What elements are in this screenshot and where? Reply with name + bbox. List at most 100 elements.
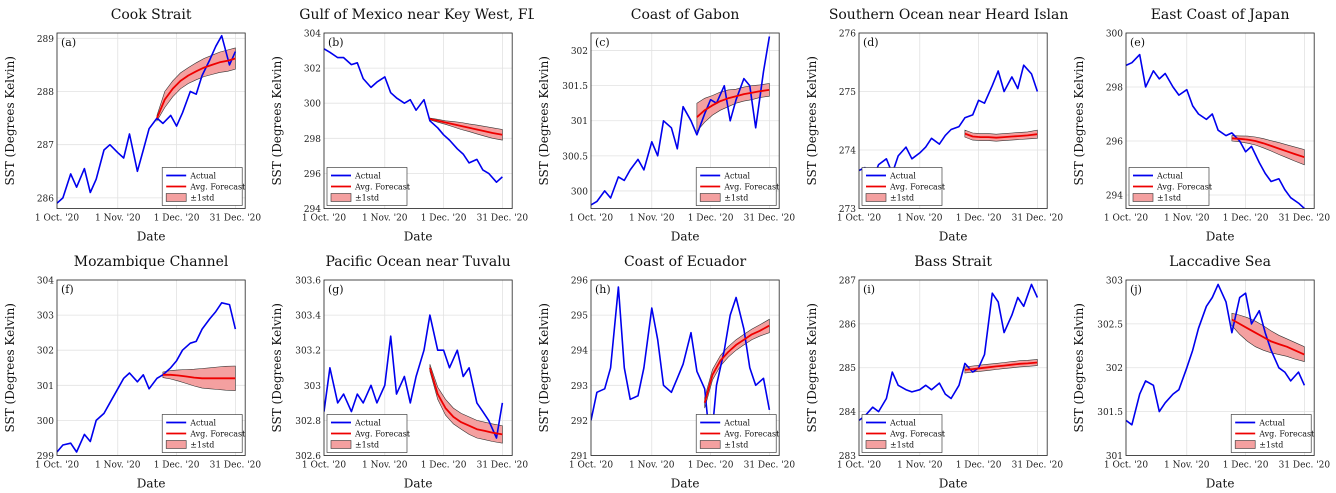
std-band <box>429 363 503 444</box>
y-tick-label: 300 <box>304 100 321 110</box>
panel-label: (a) <box>61 36 76 49</box>
actual-series-line <box>324 313 504 439</box>
x-axis-label: Date <box>137 229 166 243</box>
axes-frame <box>590 32 780 209</box>
y-tick-label: 287 <box>838 276 855 286</box>
legend-std-label: ±1std <box>355 440 379 449</box>
chart-panel: 294 296 298 300 302 304 1 Oct. '20 1 Nov. '20 1 … <box>270 7 534 243</box>
y-tick-label: 296 <box>1106 137 1123 147</box>
legend-actual-label: Actual <box>354 418 381 427</box>
legend-actual-label: Actual <box>724 418 751 427</box>
x-tick-label: 31 Dec. '20 <box>477 213 529 223</box>
y-axis-label: SST (Degrees Kelvin) <box>3 303 17 433</box>
plot-area <box>1125 53 1305 209</box>
actual-series-line <box>324 48 504 183</box>
y-tick-label: 294 <box>1106 191 1123 201</box>
x-axis-label: Date <box>938 476 967 490</box>
panel-label: (j) <box>1130 283 1142 296</box>
chart-title: East Coast of Japan <box>1151 7 1290 23</box>
chart-title: Coast of Gabon <box>631 7 740 23</box>
x-axis-label: Date <box>671 476 700 490</box>
y-tick-label: 301 <box>571 117 588 127</box>
x-axis-label: Date <box>938 229 967 243</box>
forecast-series-line <box>964 132 1038 139</box>
x-tick-label: 1 Dec. '20 <box>955 213 1001 223</box>
legend-std-swatch <box>865 193 886 202</box>
legend-forecast-label: Avg. Forecast <box>1258 429 1315 438</box>
legend-forecast-label: Avg. Forecast <box>889 182 946 191</box>
x-axis-label: Date <box>1206 476 1235 490</box>
axes-frame <box>56 32 246 209</box>
axes-frame <box>590 279 780 456</box>
legend-std-label: ±1std <box>890 193 914 202</box>
x-tick-label: 1 Dec. '20 <box>688 213 734 223</box>
forecast-series-line <box>429 118 503 136</box>
std-band <box>1231 135 1305 166</box>
y-axis-label: SST (Degrees Kelvin) <box>3 56 17 186</box>
x-tick-label: 31 Dec. '20 <box>477 460 529 470</box>
forecast-series-line <box>162 373 236 379</box>
axes-frame <box>1125 32 1315 209</box>
plot-area <box>56 301 237 453</box>
legend-std-label: ±1std <box>355 193 379 202</box>
panel-label: (e) <box>1130 36 1145 49</box>
legend: Actual Avg. Forecast ±1std <box>1230 413 1315 453</box>
chart-panel: 286 287 288 289 1 Oct. '20 1 Nov. '20 1 Dec. '… <box>3 7 261 243</box>
legend-actual-label: Actual <box>889 171 916 180</box>
legend: Actual Avg. Forecast ±1std <box>861 167 946 206</box>
y-tick-label: 275 <box>838 88 855 98</box>
forecast-series-line <box>696 89 770 118</box>
chart-title: Bass Strait <box>914 254 992 270</box>
std-band <box>964 129 1038 142</box>
legend: Actual Avg. Forecast ±1std <box>161 413 246 453</box>
y-axis-label: SST (Degrees Kelvin) <box>537 56 551 186</box>
y-tick-label: 273 <box>838 205 855 215</box>
axes-frame <box>56 279 246 456</box>
chart-title: Laccadive Sea <box>1169 254 1271 270</box>
y-tick-label: 300.5 <box>563 152 589 162</box>
y-tick-label: 293 <box>571 381 588 391</box>
y-tick-label: 299 <box>37 451 54 461</box>
y-tick-label: 301 <box>37 381 54 391</box>
x-tick-label: 1 Nov. '20 <box>362 213 408 223</box>
x-axis-label: Date <box>137 476 166 490</box>
y-axis-label: SST (Degrees Kelvin) <box>537 303 551 433</box>
x-tick-label: 1 Oct. '20 <box>569 460 613 470</box>
y-tick-label: 302.8 <box>295 416 321 426</box>
y-tick-label: 300 <box>37 416 54 426</box>
actual-series-line <box>858 64 1038 181</box>
x-tick-label: 1 Oct. '20 <box>569 213 613 223</box>
y-tick-label: 300 <box>1106 30 1123 40</box>
legend-std-swatch <box>330 439 352 449</box>
y-tick-label: 302.6 <box>295 451 321 461</box>
legend-forecast-label: Avg. Forecast <box>724 182 781 191</box>
x-tick-label: 1 Oct. '20 <box>836 213 880 223</box>
forecast-series-line <box>964 361 1038 371</box>
axes-frame <box>858 279 1048 456</box>
std-band <box>704 318 771 408</box>
chart-title: Cook Strait <box>111 7 192 23</box>
y-tick-label: 285 <box>838 364 855 374</box>
x-tick-label: 31 Dec. '20 <box>744 460 796 470</box>
y-axis-label: SST (Degrees Kelvin) <box>1072 303 1086 433</box>
y-tick-label: 292 <box>571 416 588 426</box>
y-tick-label: 276 <box>838 30 855 40</box>
x-axis-label: Date <box>671 229 700 243</box>
actual-series-line <box>591 285 771 449</box>
panel-label: (b) <box>328 36 344 49</box>
legend-std-swatch <box>700 193 721 202</box>
y-tick-label: 301.5 <box>1097 408 1123 418</box>
axes-frame <box>1125 279 1315 456</box>
legend: Actual Avg. Forecast ±1std <box>861 413 946 453</box>
x-tick-label: 1 Nov. '20 <box>95 460 141 470</box>
y-tick-label: 303.6 <box>295 276 321 286</box>
chart-title: Pacific Ocean near Tuvalu <box>326 254 511 270</box>
chart-title: Gulf of Mexico near Key West, FL <box>299 7 534 23</box>
y-tick-label: 294 <box>571 346 588 356</box>
x-tick-label: 1 Dec. '20 <box>688 460 734 470</box>
legend: Actual Avg. Forecast ±1std <box>326 167 411 206</box>
x-tick-label: 1 Dec. '20 <box>154 460 200 470</box>
legend-actual-label: Actual <box>889 418 916 427</box>
legend-actual-label: Actual <box>1258 418 1285 427</box>
